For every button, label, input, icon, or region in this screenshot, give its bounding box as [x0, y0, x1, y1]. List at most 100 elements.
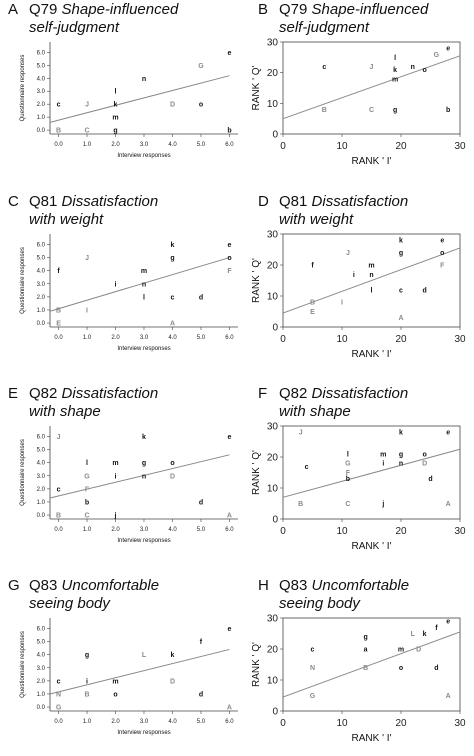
data-point: C — [345, 501, 350, 508]
data-point: G — [310, 693, 316, 700]
title-text: Uncomfortable — [62, 577, 160, 594]
panel-letter: G — [8, 577, 20, 594]
title-code: Q82 — [279, 385, 312, 402]
y-tick-label: 0 — [272, 323, 278, 334]
x-tick-label: 0.0 — [54, 142, 63, 148]
data-point: B — [298, 501, 303, 508]
x-tick-label: 10 — [336, 141, 348, 152]
title-text: Dissatisfaction — [312, 385, 409, 402]
data-point: b — [85, 499, 89, 506]
x-axis-label: Interview responses — [117, 730, 170, 736]
panel-letter: B — [258, 1, 268, 18]
data-point: d — [434, 665, 438, 672]
data-point: f — [200, 639, 203, 646]
regression-line — [282, 55, 461, 120]
panel-title: Q81 Dissatisfaction — [29, 193, 158, 210]
y-tick-label: 30 — [267, 614, 279, 625]
y-tick-label: 4.0 — [37, 461, 46, 467]
data-point: a — [364, 647, 368, 654]
data-point: m — [368, 263, 374, 270]
x-tick-label: 0.0 — [54, 335, 63, 341]
y-axis-label: RANK ' Q' — [251, 450, 262, 495]
data-point: G — [198, 63, 204, 70]
data-point: D — [422, 461, 427, 468]
data-point: J — [299, 430, 303, 437]
data-point: m — [392, 76, 398, 83]
x-axis-label: Interview responses — [117, 153, 170, 159]
x-tick-label: 0 — [280, 718, 286, 729]
data-point: L — [142, 652, 147, 659]
x-tick-label: 3.0 — [140, 719, 149, 725]
data-point: c — [57, 102, 61, 109]
axes: 0.0 1.0 2.0 3.0 4.0 5.0 6.0 0.0 1.0 2.0 3.0 4.0 5.0 6… — [20, 234, 238, 352]
panel-title-line2: with weight — [279, 211, 354, 228]
data-point: l — [143, 294, 145, 301]
y-axis-label: Questionnaire responses — [20, 247, 26, 314]
x-tick-label: 6.0 — [225, 335, 234, 341]
data-point: B — [322, 107, 327, 114]
data-point: I — [341, 300, 343, 307]
y-tick-label: 1.0 — [37, 115, 46, 121]
data-point: D — [170, 473, 175, 480]
data-point: G — [345, 461, 351, 468]
panel-title: Q82 Dissatisfaction — [29, 385, 158, 402]
y-axis-label: RANK ' Q' — [251, 65, 262, 110]
data-point: n — [369, 272, 373, 279]
data-point: D — [416, 647, 421, 654]
axes: 0 10 20 30 0 10 20 30 RANK ' I' RANK ' Q' — [251, 38, 466, 168]
data-point: I — [86, 307, 88, 314]
x-tick-label: 30 — [454, 334, 466, 345]
data-point: E — [56, 321, 61, 328]
data-point: m — [141, 268, 147, 275]
data-point: A — [398, 315, 403, 322]
panel-title: Q83 Uncomfortable — [279, 577, 409, 594]
data-point: i — [382, 461, 384, 468]
data-point: o — [170, 460, 174, 467]
title-code: Q81 — [29, 193, 62, 210]
data-point: l — [115, 89, 117, 96]
panel-letter: D — [258, 193, 269, 210]
y-tick-label: 2.0 — [37, 679, 46, 685]
data-point: d — [199, 294, 203, 301]
x-axis-label: Interview responses — [117, 538, 170, 544]
title-code: Q79 — [279, 1, 312, 18]
data-point: B — [56, 513, 61, 520]
data-point: i — [115, 281, 117, 288]
data-point: c — [311, 647, 315, 654]
title-text: Uncomfortable — [312, 577, 410, 594]
data-point: N — [310, 665, 315, 672]
data-point: e — [228, 434, 232, 441]
panel-letter: F — [258, 385, 267, 402]
data-point: C — [369, 107, 374, 114]
data-point: J — [85, 102, 89, 109]
x-tick-label: 1.0 — [83, 142, 92, 148]
data-point: i — [115, 473, 117, 480]
panel-letter: H — [258, 577, 269, 594]
y-tick-label: 30 — [267, 38, 279, 49]
x-tick-label: 2.0 — [111, 527, 120, 533]
y-axis-label: Questionnaire responses — [20, 55, 26, 122]
x-tick-label: 5.0 — [197, 527, 206, 533]
data-point: B — [56, 128, 61, 135]
data-point: e — [446, 46, 450, 53]
y-tick-label: 0.0 — [37, 128, 46, 134]
data-point: o — [113, 691, 117, 698]
data-point: k — [399, 238, 403, 245]
panel-title-line2: seeing body — [29, 595, 111, 612]
data-point: o — [199, 102, 203, 109]
data-point: o — [227, 255, 231, 262]
data-point: A — [227, 705, 232, 712]
panel-title: Q79 Shape-influenced — [29, 1, 179, 18]
data-point: d — [199, 499, 203, 506]
y-tick-label: 6.0 — [37, 50, 46, 56]
data-point: n — [142, 473, 146, 480]
data-point: k — [423, 631, 427, 638]
data-point: i — [86, 678, 88, 685]
